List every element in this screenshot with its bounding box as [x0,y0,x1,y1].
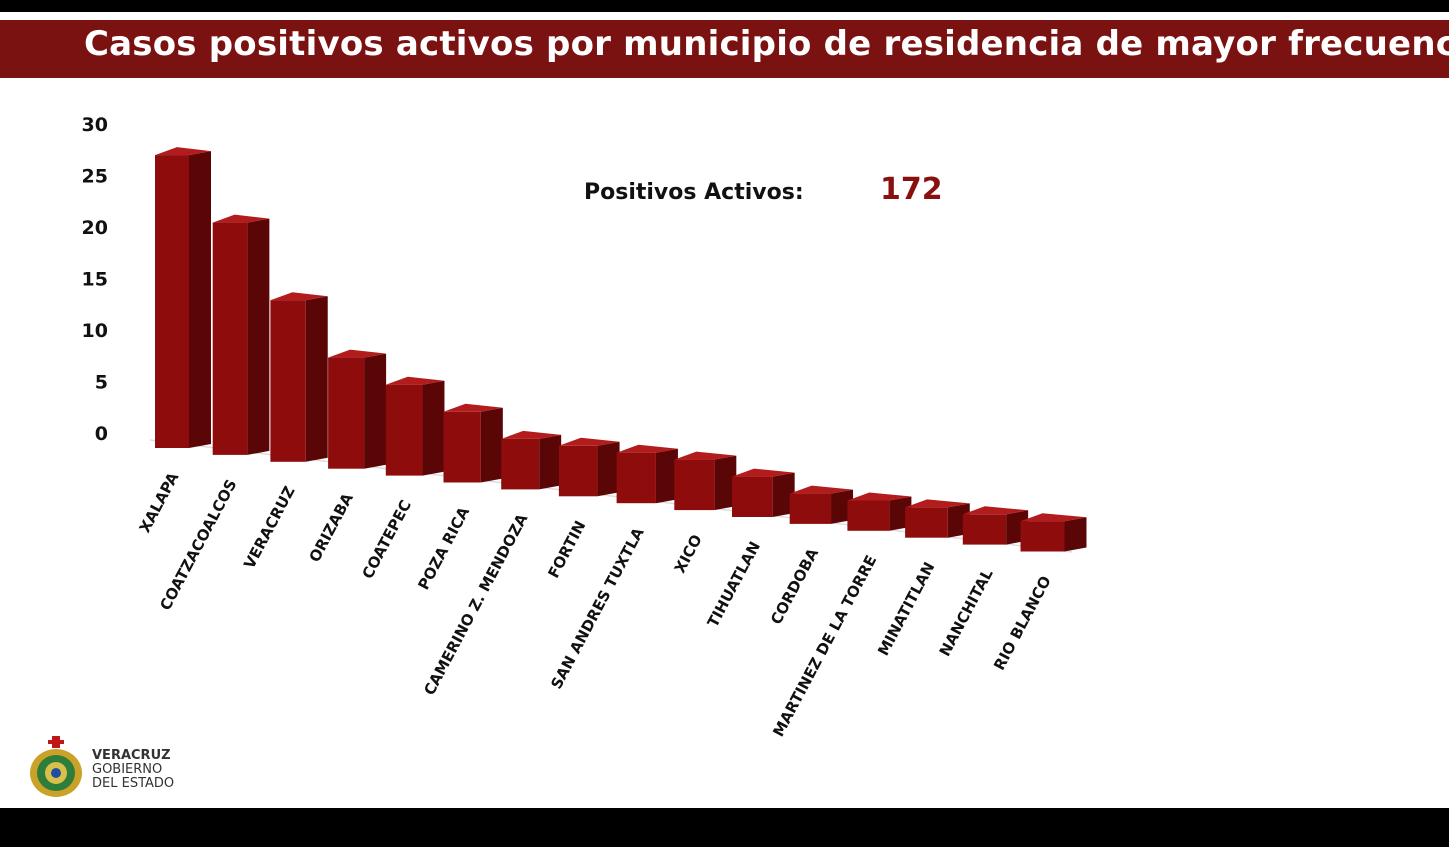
bar [212,214,270,455]
bar-side [189,151,211,448]
logo-text-gobierno: GOBIERNO [92,762,163,777]
x-tick-label: XALAPA [136,469,183,536]
y-tick-label: 30 [82,114,108,136]
logo-text-del-estado: DEL ESTADO [92,776,175,791]
bar-front [789,493,832,524]
bar [1020,513,1087,552]
logo-text-veracruz: VERACRUZ [92,748,171,763]
bar-front [212,222,248,455]
bar-side [772,472,795,517]
x-tick-label: MINATITLAN [874,559,938,659]
y-axis-ticks: 0 5 10 15 20 25 30 [82,114,108,445]
bar-top [905,499,970,508]
bar-front [443,411,481,483]
bar [905,499,970,538]
bar-front [732,476,773,517]
government-logo: VERACRUZ GOBIERNO DEL ESTADO [28,736,198,800]
page-title: Casos positivos activos por municipio de… [84,24,1449,64]
bar-front [328,357,365,469]
bar-top [501,430,562,439]
x-tick-label: VERACRUZ [240,483,298,572]
bar [732,468,795,517]
bar-front [616,452,656,504]
bar-side [655,448,678,504]
bar-top [732,468,795,477]
total-positive-value: 172 [880,172,943,207]
bar-front [905,507,948,538]
bar [328,349,387,469]
bar-side [422,380,445,476]
bar [962,506,1029,545]
bar [385,376,445,476]
bar-front [270,300,306,462]
bar-top [616,444,678,453]
bar [847,492,912,531]
bar-top [789,485,854,494]
bar [155,147,211,448]
bar-side [247,218,270,455]
bar-top [328,349,387,358]
bar-top [674,451,737,460]
y-tick-label: 0 [95,423,108,445]
bar [270,292,328,462]
bar-side [364,353,387,469]
bar-front [847,500,890,531]
bar-side [1064,517,1087,552]
state-seal-icon [30,736,82,797]
bar-front [558,445,598,497]
bar-top [1020,513,1087,522]
y-tick-label: 25 [82,166,108,188]
bar-front [1020,521,1065,552]
bar-top [212,214,270,223]
bar-side [714,455,737,511]
bar-front [385,384,423,476]
bar-side [480,407,503,483]
bar [443,403,503,483]
bar-top [385,376,445,385]
x-tick-label: NANCHITAL [936,566,997,660]
bar-side [305,296,328,462]
y-tick-label: 20 [82,217,108,239]
bar-top [270,292,328,301]
bar [674,451,737,511]
x-tick-label: CAMERINO Z. MENDOZA [420,510,531,698]
title-bar: Casos positivos activos por municipio de… [0,20,1449,78]
x-tick-label: ORIZABA [306,490,357,565]
bar-front [155,155,189,448]
bar-front [962,514,1007,545]
bar-front [501,438,540,490]
bars [155,147,1087,552]
x-tick-label: FORTIN [544,518,589,581]
x-tick-label: RIO BLANCO [990,573,1055,673]
x-tick-label: POZA RICA [414,504,473,593]
y-tick-label: 10 [82,320,108,342]
y-tick-label: 15 [82,269,108,291]
x-tick-label: COATEPEC [358,497,415,582]
bar-top [558,437,620,446]
bar-side [597,441,620,497]
bar-top [443,403,503,412]
x-tick-label: CORDOBA [767,545,822,628]
bar-top [847,492,912,501]
bar-side [539,434,562,490]
bar-front [674,459,715,511]
x-tick-label: TIHUATLAN [704,538,764,630]
bar [616,444,678,504]
y-tick-label: 5 [95,372,108,394]
x-tick-label: XICO [671,532,706,577]
total-positive-label: Positivos Activos: [584,180,804,205]
bar [789,485,854,524]
bar [501,430,562,490]
slide: Casos positivos activos por municipio de… [0,12,1449,808]
bar-top [155,147,211,156]
x-tick-label: MARTINEZ DE LA TORRE [769,552,880,739]
bar-top [962,506,1029,515]
bar [558,437,620,497]
